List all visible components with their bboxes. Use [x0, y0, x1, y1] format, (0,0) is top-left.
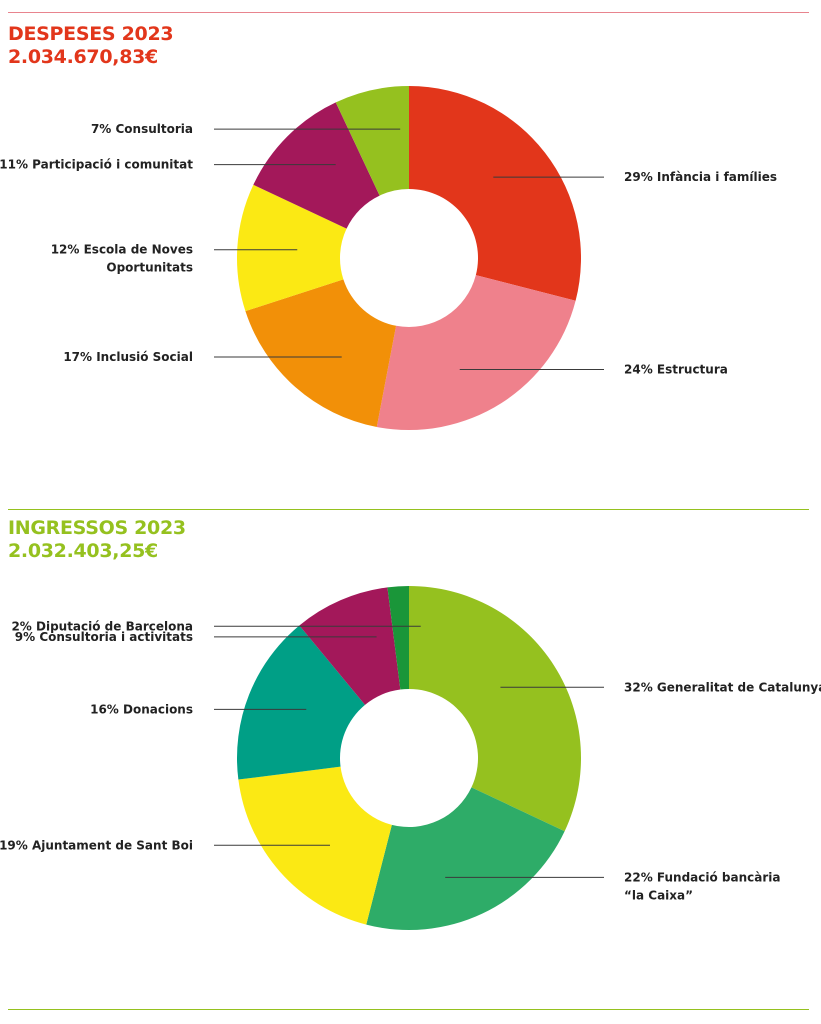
donut-0-label-1: 24% Estructura	[624, 362, 728, 376]
donut-1-slice-5	[387, 586, 409, 690]
donut-1-slice-3	[237, 625, 366, 780]
middle-divider	[8, 509, 809, 510]
donut-0-slice-3	[237, 184, 347, 312]
donut-1-label-2: 19% Ajuntament de Sant Boi	[0, 838, 193, 852]
top-divider	[8, 12, 809, 13]
donut-0-slice-1	[376, 275, 576, 430]
donut-0-slice-2	[245, 279, 397, 427]
donut-0-label-0: 29% Infància i famílies	[624, 170, 777, 184]
donut-0-label-2: 17% Inclusió Social	[63, 350, 193, 364]
donut-0-slice-5	[335, 86, 409, 196]
donut-1-slice-0	[409, 586, 581, 832]
expenses-title: DESPESES 2023	[8, 23, 174, 45]
donut-1-label-3: 16% Donacions	[90, 702, 193, 716]
donut-0-label-4: 11% Participació i comunitat	[0, 158, 193, 172]
income-title: INGRESSOS 2023	[8, 517, 186, 539]
bottom-divider	[8, 1009, 809, 1010]
expenses-total: 2.034.670,83€	[8, 46, 158, 68]
donut-1-slice-1	[366, 787, 565, 930]
donut-1-label-1: 22% Fundació bancària “la Caixa”	[624, 870, 781, 902]
expenses-donut-chart: 29% Infància i famílies 24% Estructura 17%…	[0, 86, 777, 430]
income-donut-chart: 32% Generalitat de Catalunya 22% Fundació…	[0, 586, 821, 930]
donut-1-slice-4	[299, 587, 401, 705]
donut-1-label-4: 9% Consultoria i activitats	[15, 630, 193, 644]
donut-0-label-3: 12% Escola de Noves Oportunitats	[51, 243, 193, 275]
donut-0-slice-0	[409, 86, 581, 301]
donut-0-label-5: 7% Consultoria	[91, 122, 193, 136]
income-total: 2.032.403,25€	[8, 540, 158, 562]
donut-1-label-0: 32% Generalitat de Catalunya	[624, 680, 821, 694]
donut-1-label-5: 2% Diputació de Barcelona	[11, 619, 193, 633]
donut-0-slice-4	[253, 102, 380, 229]
